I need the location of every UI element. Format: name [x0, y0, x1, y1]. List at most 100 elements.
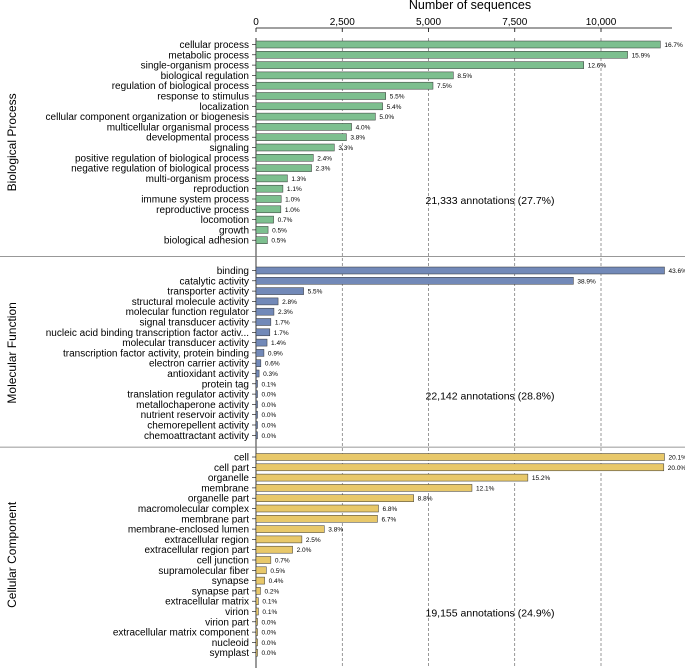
bar [255, 566, 267, 575]
x-axis-title: Number of sequences [409, 0, 531, 12]
category-label: cell [234, 453, 249, 464]
bar [255, 618, 258, 626]
category-label: signal transducer activity [140, 318, 250, 329]
grid-lines [341, 38, 602, 668]
bar-value-label: 0.5% [272, 227, 287, 234]
bar [255, 81, 434, 90]
bar-value-label: 0.2% [264, 588, 279, 595]
bar-value-label: 5.4% [387, 104, 402, 111]
bar [255, 51, 628, 59]
category-label: extracellular region part [145, 545, 250, 556]
bar-value-label: 0.1% [262, 609, 277, 616]
bar [255, 535, 303, 544]
bar [255, 648, 258, 657]
bar-value-label: 5.5% [308, 289, 323, 296]
category-label: translation regulator activity [127, 390, 249, 401]
bar-value-label: 2.0% [297, 547, 312, 554]
category-label: reproductive process [156, 205, 249, 216]
bar-value-label: 12.1% [476, 485, 495, 492]
category-label: membrane-enclosed lumen [128, 525, 249, 536]
category-label: membrane [201, 483, 249, 494]
group-label: Cellular Component [5, 501, 19, 608]
bar [255, 215, 274, 224]
bar [255, 71, 454, 80]
bar [255, 338, 268, 347]
category-label: organelle [208, 473, 250, 484]
bar [255, 369, 260, 378]
bar [255, 390, 258, 398]
bar-value-label: 20.0% [668, 465, 685, 472]
bar [255, 628, 258, 636]
group-cellular-component: cell 20.1% cell part 20.0% organelle 15.2% mem… [5, 453, 685, 660]
category-label: cell part [214, 463, 249, 474]
bar [255, 400, 258, 409]
bar [255, 226, 269, 234]
bar-groups: cellular process 16.7% metabolic process 15… [0, 40, 685, 659]
category-label: molecular function regulator [126, 307, 250, 318]
category-label: chemorepellent activity [147, 421, 249, 432]
bar-value-label: 0.0% [262, 423, 277, 430]
category-label: growth [219, 225, 249, 236]
bar [255, 318, 272, 326]
annotation-count: 22,142 annotations (28.8%) [425, 390, 554, 402]
bar [255, 40, 661, 49]
bar-value-label: 0.0% [262, 630, 277, 637]
bar-value-label: 0.5% [270, 568, 285, 575]
category-label: positive regulation of biological proces… [75, 153, 249, 164]
bar [255, 349, 265, 357]
category-label: virion part [205, 617, 249, 628]
bar-value-label: 0.0% [262, 412, 277, 419]
bar-value-label: 0.6% [265, 361, 280, 368]
bar [255, 307, 275, 316]
x-tick-label: 10,000 [586, 17, 617, 28]
bar-value-label: 2.5% [306, 537, 321, 544]
category-label: nucleoid [212, 638, 249, 649]
x-tick-label: 0 [253, 17, 259, 28]
group-label: Molecular Function [5, 302, 19, 403]
bar-value-label: 0.0% [262, 640, 277, 647]
bar [255, 484, 473, 492]
category-label: molecular transducer activity [122, 338, 249, 349]
category-label: chemoattractant activity [144, 431, 249, 442]
bar-value-label: 5.5% [390, 94, 405, 101]
bar [255, 184, 284, 193]
bar-value-label: 3.8% [328, 527, 343, 534]
bar-value-label: 1.4% [271, 340, 286, 347]
bar-value-label: 15.2% [532, 475, 551, 482]
category-label: supramolecular fiber [158, 566, 249, 577]
bar-value-label: 20.1% [668, 455, 685, 462]
bar-value-label: 0.0% [262, 650, 277, 657]
group-molecular-function: binding 43.6% catalytic activity 38.9% trans… [0, 266, 685, 448]
bar [255, 556, 272, 564]
category-label: cell junction [197, 556, 249, 567]
category-label: localization [200, 102, 249, 113]
bar [255, 123, 352, 131]
bar-value-label: 6.7% [381, 516, 396, 523]
bar-value-label: 15.9% [632, 52, 651, 59]
bar [255, 164, 312, 172]
category-label: regulation of biological process [112, 81, 249, 92]
bar-value-label: 5.0% [379, 114, 394, 121]
category-label: virion [225, 607, 249, 618]
bar [255, 205, 282, 214]
bar [255, 102, 383, 111]
category-label: synapse [212, 576, 250, 587]
category-label: extracellular matrix [165, 597, 249, 608]
bar [255, 112, 376, 121]
bar [255, 421, 258, 429]
bar-value-label: 1.0% [285, 197, 300, 204]
bar-value-label: 0.0% [262, 402, 277, 409]
bar-value-label: 0.4% [269, 578, 284, 585]
bar-value-label: 0.7% [275, 558, 290, 565]
category-label: binding [217, 266, 249, 277]
category-label: nutrient reservoir activity [141, 410, 249, 421]
category-label: metabolic process [168, 50, 249, 61]
x-tick-label: 5,000 [416, 17, 441, 28]
bar-value-label: 2.4% [317, 155, 332, 162]
category-label: multicellular organismal process [107, 122, 249, 133]
bar [255, 545, 293, 554]
bar-value-label: 1.0% [285, 207, 300, 214]
bar [255, 576, 265, 585]
bar [255, 380, 258, 388]
